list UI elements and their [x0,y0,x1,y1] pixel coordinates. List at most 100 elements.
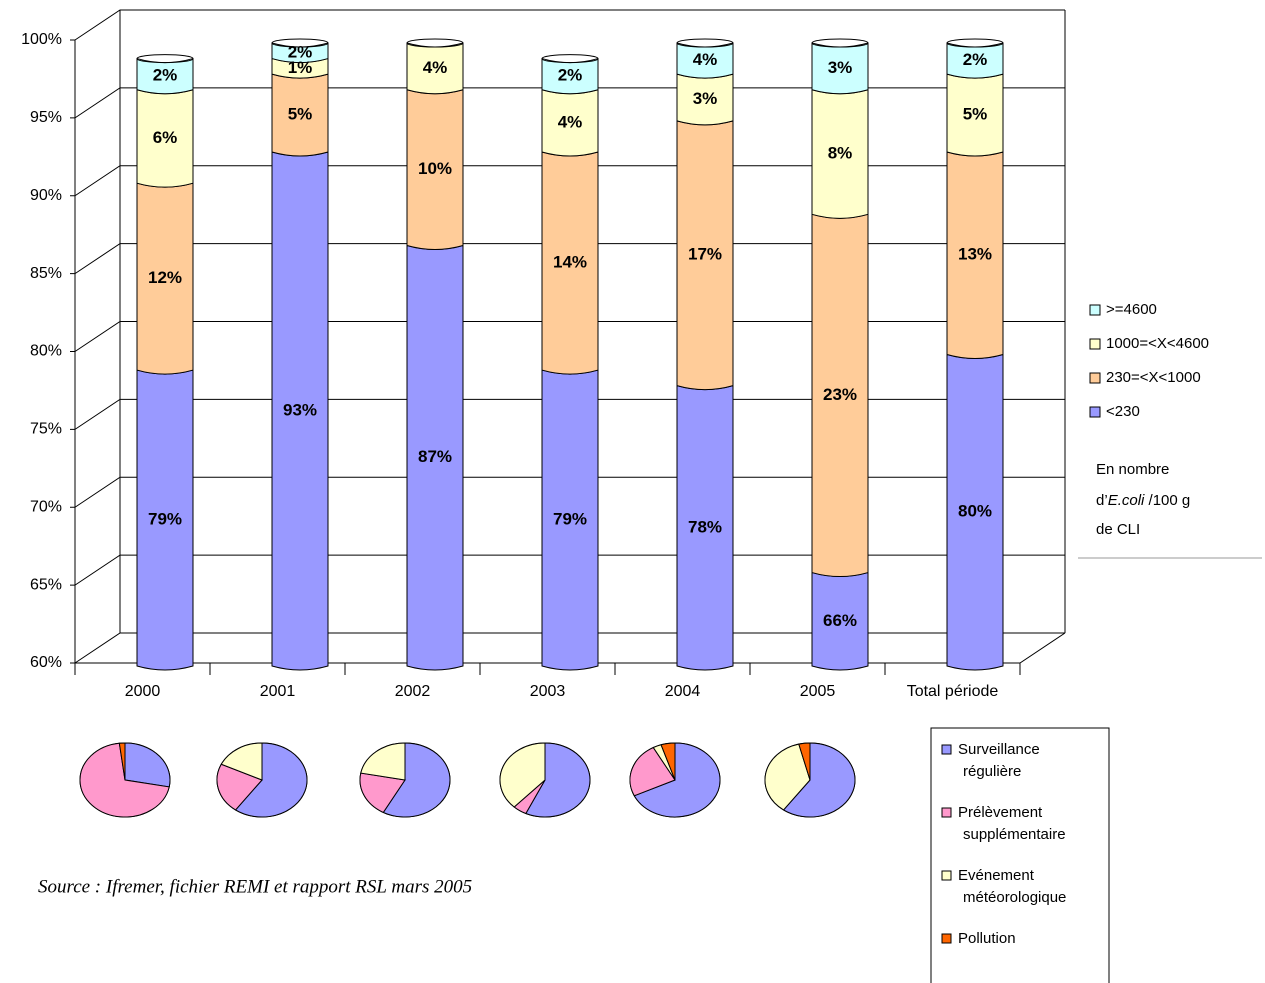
data-label: 66% [823,611,857,630]
data-label: 17% [688,245,722,264]
bar-cap [541,54,599,64]
data-label: 14% [553,253,587,272]
data-label: 79% [148,510,182,529]
legend-label-line: régulière [963,763,1021,780]
legend-label-line: météorologique [963,889,1066,906]
data-label: 5% [963,105,988,124]
pie-slice [124,742,171,788]
pie-slice [118,742,126,781]
data-label: 13% [958,245,992,264]
pie-slice [220,742,263,781]
x-tick-label: 2005 [800,683,836,700]
data-label: 2% [558,66,583,85]
pie-slice [382,742,451,818]
legend-label-line: supplémentaire [963,826,1066,843]
note-line: de CLI [1096,521,1140,538]
x-tick-label: 2000 [125,683,161,700]
data-label: 4% [693,50,718,69]
y-tick-label: 90% [30,187,62,204]
y-tick-label: 70% [30,498,62,515]
grid-line [74,9,1065,41]
legend-label: Pollution [958,930,1016,947]
note: de CLI [1096,521,1140,538]
data-label: 1% [288,58,313,77]
legend-swatch [941,807,952,818]
pie-slice [525,742,591,818]
legend-swatch [941,870,952,881]
data-label: 3% [828,58,853,77]
grid-line [74,321,1065,352]
grid-line [74,476,1065,508]
x-tick-label: 2002 [395,683,431,700]
bar-cap [676,38,734,48]
grid-line [74,87,1065,119]
legend-label: Prélèvement supplémentaire [958,804,1066,843]
data-label: 93% [283,400,317,419]
note: d’E.coli /100 g [1096,492,1190,509]
data-label: 6% [153,128,178,147]
data-label: 10% [418,159,452,178]
data-label: 4% [558,112,583,131]
legend-swatch [941,744,952,755]
legend-label: 230=<X<1000 [1106,369,1201,386]
legend-label: <230 [1106,403,1140,420]
data-label: 2% [153,66,178,85]
legend-label: Surveillance régulière [958,741,1040,780]
source: Source : Ifremer, fichier REMI et rappor… [38,876,472,897]
legend-label: 1000=<X<4600 [1106,335,1209,352]
data-label: 2% [963,50,988,69]
y-tick-label: 75% [30,421,62,438]
pie-slice [79,742,170,818]
data-label: 3% [693,89,718,108]
legend-label: >=4600 [1106,301,1157,318]
bar-cap [136,54,194,64]
pie-slice [360,742,406,781]
legend-label-line: Evénement [958,867,1035,884]
pie-slice [782,742,856,818]
y-tick-label: 65% [30,576,62,593]
legend-swatch [1089,406,1101,418]
data-label: 80% [958,502,992,521]
data-label: 79% [553,510,587,529]
legend-swatch [1089,338,1101,350]
bar-cap [406,38,464,48]
bar-cap [271,38,329,48]
pie-slice [764,743,811,811]
pie-slice [359,772,406,814]
data-label: 4% [423,58,448,77]
x-tick-label: Total période [907,683,999,700]
pie-slice [798,742,811,781]
data-label: 12% [148,268,182,287]
note-line: d’ [1096,492,1108,509]
note-italic: E.coli [1108,492,1145,509]
note-line: /100 g [1144,492,1190,509]
pie-slice [234,742,308,818]
pie-slice [660,742,676,781]
pie-slice [499,742,546,808]
legend-swatch [1089,372,1101,384]
data-label: 8% [828,144,853,163]
data-label: 2% [288,42,313,61]
grid-line [74,165,1065,197]
grid-line [74,554,1065,586]
y-tick-label: 60% [30,654,62,671]
legend-label-line: Surveillance [958,741,1040,758]
y-tick-label: 95% [30,109,62,126]
pie-slice [629,746,676,797]
grid-line [74,398,1065,430]
x-tick-label: 2003 [530,683,566,700]
x-tick-label: 2001 [260,683,296,700]
data-label: 78% [688,517,722,536]
grid-line [74,632,1065,664]
note-line: En nombre [1096,461,1169,478]
pie-legend-box [930,727,1110,983]
bar-cap [811,38,869,48]
legend-swatch [941,933,952,944]
data-label: 5% [288,105,313,124]
bar-cap [946,38,1004,48]
y-tick-label: 85% [30,265,62,282]
legend-swatch [1089,304,1101,316]
note: En nombre [1096,461,1169,478]
data-label: 23% [823,385,857,404]
